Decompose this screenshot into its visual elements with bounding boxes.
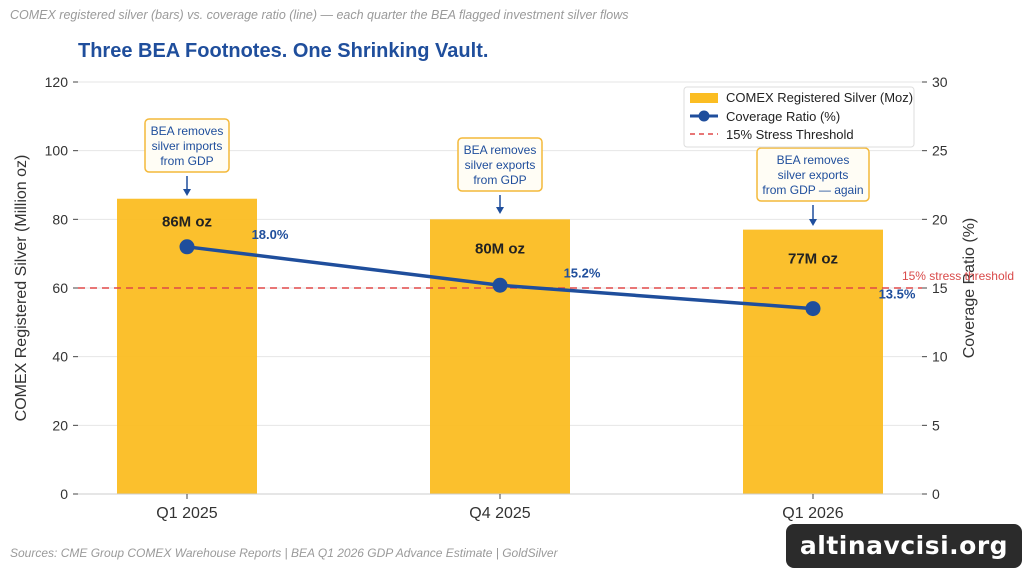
y2-tick-label: 0 [932, 486, 940, 502]
threshold-label: 15% stress threshold [902, 269, 1014, 283]
legend-box [683, 86, 915, 148]
x-tick-label: Q4 2025 [469, 505, 530, 522]
x-tick-label: Q1 2025 [156, 505, 217, 522]
watermark-logo: altinavcisi.org [786, 524, 1022, 568]
annotation-text: from GDP [473, 173, 526, 187]
annotation-text: BEA removes [777, 153, 850, 167]
coverage-point [179, 239, 195, 255]
y-tick-label: 80 [52, 211, 68, 227]
y-tick-label: 120 [45, 74, 69, 90]
annotation-text: silver exports [465, 158, 536, 172]
x-tick-label: Q1 2026 [782, 505, 843, 522]
chart-title: Three BEA Footnotes. One Shrinking Vault… [78, 40, 489, 62]
y-axis-label: COMEX Registered Silver (Million oz) [13, 155, 30, 422]
annotation-text: BEA removes [151, 124, 224, 138]
annotation-text: silver imports [152, 139, 223, 153]
annotation-text: BEA removes [464, 143, 537, 157]
y-tick-label: 40 [52, 349, 68, 365]
y-tick-label: 0 [60, 486, 68, 502]
bar-value-label: 77M oz [788, 251, 838, 268]
y2-tick-label: 10 [932, 349, 948, 365]
bar-value-label: 86M oz [162, 214, 212, 231]
coverage-value-label: 15.2% [564, 265, 601, 280]
y2-tick-label: 5 [932, 417, 940, 433]
legend-label: 15% Stress Threshold [726, 127, 854, 142]
y2-tick-label: 25 [932, 143, 948, 159]
y2-tick-label: 20 [932, 211, 948, 227]
y2-tick-label: 15 [932, 280, 948, 296]
annotation-arrowhead [496, 207, 504, 214]
legend-swatch-bar [690, 93, 718, 103]
annotation-box [144, 118, 230, 173]
annotation-arrowhead [183, 189, 191, 196]
annotation-text: from GDP [160, 154, 213, 168]
y-tick-label: 60 [52, 280, 68, 296]
annotation-arrowhead [809, 219, 817, 226]
annotation-text: from GDP — again [762, 183, 863, 197]
coverage-value-label: 18.0% [252, 227, 289, 242]
annotation-box [756, 147, 870, 202]
bar [430, 219, 570, 495]
annotation-box [457, 137, 543, 192]
bar-value-label: 80M oz [475, 240, 525, 257]
chart-subtitle: COMEX registered silver (bars) vs. cover… [10, 8, 629, 22]
bar [743, 229, 883, 494]
y2-axis-label: Coverage Ratio (%) [961, 218, 978, 359]
coverage-value-label: 13.5% [879, 287, 916, 302]
coverage-point [492, 277, 508, 293]
coverage-point [805, 301, 821, 317]
legend-swatch-marker [698, 110, 710, 122]
y-tick-label: 20 [52, 417, 68, 433]
y2-tick-label: 30 [932, 74, 948, 90]
legend-label: Coverage Ratio (%) [726, 109, 840, 124]
y-tick-label: 100 [45, 143, 69, 159]
annotation-text: silver exports [778, 168, 849, 182]
source-note: Sources: CME Group COMEX Warehouse Repor… [10, 546, 558, 560]
legend-label: COMEX Registered Silver (Moz) [726, 90, 913, 105]
